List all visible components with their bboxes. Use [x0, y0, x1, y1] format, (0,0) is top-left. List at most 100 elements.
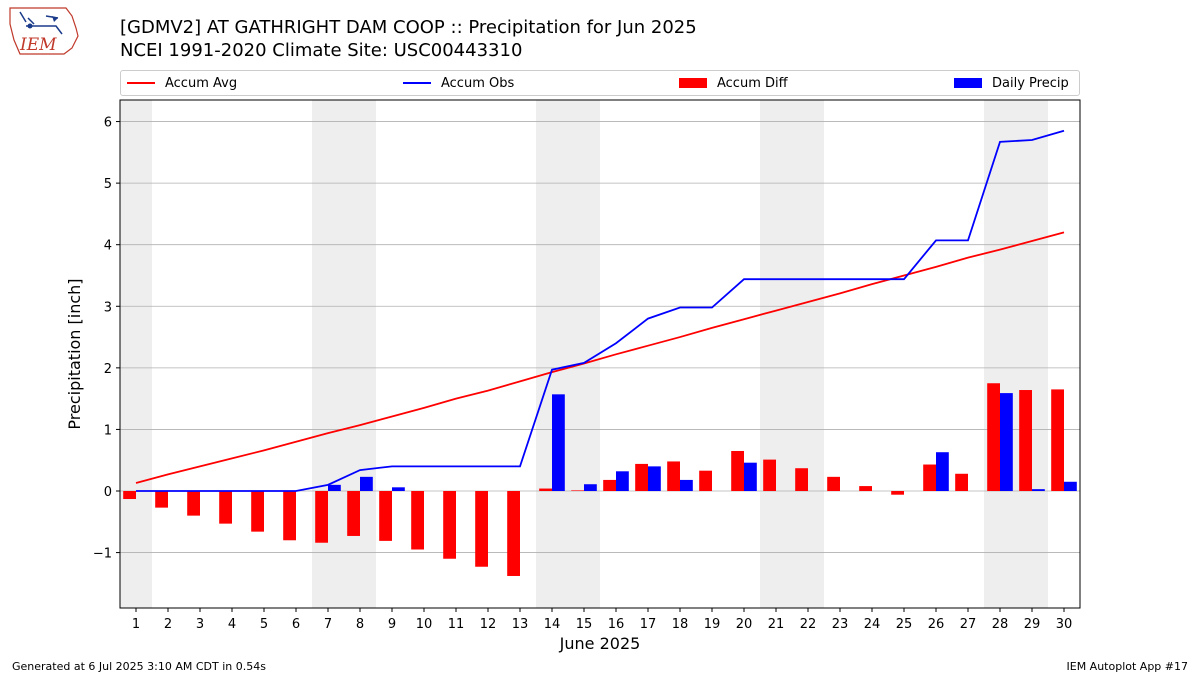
- svg-text:IEM: IEM: [19, 35, 57, 55]
- generated-timestamp: Generated at 6 Jul 2025 3:10 AM CDT in 0…: [12, 660, 266, 673]
- y-tick-label: 0: [104, 485, 112, 500]
- x-tick-label: 1: [132, 617, 140, 632]
- x-tick-label: 10: [416, 617, 433, 632]
- y-tick-label: 4: [104, 239, 112, 254]
- legend-label: Daily Precip: [992, 75, 1069, 91]
- chart-subtitle: NCEI 1991-2020 Climate Site: USC00443310: [120, 40, 523, 61]
- daily-precip-bar: [1032, 489, 1045, 492]
- x-tick-label: 2: [164, 617, 172, 632]
- x-tick-label: 5: [260, 617, 268, 632]
- daily-precip-bar: [552, 394, 565, 492]
- accum-diff-bar: [635, 463, 648, 492]
- daily-precip-bar: [648, 466, 661, 492]
- accum-diff-bar: [379, 491, 392, 541]
- accum-diff-bar: [475, 491, 488, 567]
- accum-diff-bar: [187, 491, 200, 516]
- daily-precip-bar: [680, 479, 693, 492]
- legend-item-accum-diff: Accum Diff: [679, 71, 788, 95]
- chart-title: [GDMV2] AT GATHRIGHT DAM COOP :: Precipi…: [120, 17, 697, 38]
- x-tick-label: 20: [736, 617, 753, 632]
- accum-diff-bar: [443, 491, 456, 559]
- accum-diff-bar: [795, 468, 808, 492]
- x-tick-label: 7: [324, 617, 332, 632]
- legend-swatch: [679, 78, 707, 88]
- accum-diff-bar: [667, 461, 680, 492]
- x-tick-label: 9: [388, 617, 396, 632]
- legend-item-accum-obs: Accum Obs: [403, 71, 514, 95]
- accum-diff-bar: [955, 473, 968, 492]
- accum-diff-bar: [1019, 390, 1032, 492]
- x-tick-label: 8: [356, 617, 364, 632]
- daily-precip-bar: [936, 452, 949, 492]
- accum-diff-bar: [507, 491, 520, 576]
- weekend-band: [536, 100, 600, 608]
- legend-swatch: [954, 78, 982, 88]
- accum-diff-bar: [987, 383, 1000, 492]
- x-tick-label: 4: [228, 617, 236, 632]
- x-tick-label: 30: [1056, 617, 1073, 632]
- legend-swatch: [403, 82, 431, 84]
- accum-diff-bar: [539, 488, 552, 492]
- accum-diff-bar: [315, 491, 328, 543]
- iem-logo: IEM: [6, 4, 82, 60]
- x-tick-label: 15: [576, 617, 593, 632]
- accum-diff-bar: [923, 464, 936, 492]
- x-tick-label: 22: [800, 617, 817, 632]
- chart-legend: Accum Avg Accum Obs Accum Diff Daily Pre…: [120, 70, 1080, 96]
- accum-diff-bar: [699, 470, 712, 492]
- legend-label: Accum Avg: [165, 75, 238, 91]
- x-tick-label: 29: [1024, 617, 1041, 632]
- accum-diff-bar: [571, 490, 584, 492]
- y-tick-label: 6: [104, 116, 112, 131]
- x-tick-label: 12: [480, 617, 497, 632]
- x-tick-label: 6: [292, 617, 300, 632]
- legend-item-accum-avg: Accum Avg: [127, 71, 237, 95]
- daily-precip-bar: [1064, 481, 1077, 492]
- x-tick-label: 21: [768, 617, 785, 632]
- accum-diff-bar: [155, 491, 168, 508]
- legend-label: Accum Obs: [441, 75, 515, 91]
- daily-precip-bar: [744, 462, 757, 492]
- y-tick-label: −1: [93, 547, 112, 562]
- x-tick-label: 23: [832, 617, 849, 632]
- x-axis-label: June 2025: [559, 634, 641, 653]
- x-tick-label: 26: [928, 617, 945, 632]
- x-tick-label: 24: [864, 617, 881, 632]
- accum-diff-bar: [283, 491, 296, 541]
- accum-obs-line: [136, 129, 1065, 492]
- daily-precip-bar: [328, 484, 341, 492]
- x-tick-label: 3: [196, 617, 204, 632]
- y-tick-label: 3: [104, 300, 112, 315]
- accum-diff-bar: [859, 486, 872, 492]
- x-tick-label: 25: [896, 617, 913, 632]
- accum-diff-bar: [827, 476, 840, 492]
- accum-diff-bar: [603, 479, 616, 492]
- daily-precip-bar: [584, 484, 597, 492]
- accum-diff-bar: [123, 491, 136, 500]
- daily-precip-bar: [616, 471, 629, 492]
- legend-label: Accum Diff: [717, 75, 788, 91]
- weekend-band: [760, 100, 824, 608]
- x-tick-label: 17: [640, 617, 657, 632]
- y-tick-label: 2: [104, 362, 112, 377]
- y-tick-label: 5: [104, 177, 112, 192]
- accum-diff-bar: [1051, 389, 1064, 492]
- daily-precip-bar: [392, 487, 405, 492]
- accum-diff-bar: [891, 491, 904, 495]
- legend-item-daily-precip: Daily Precip: [954, 71, 1069, 95]
- x-tick-label: 14: [544, 617, 561, 632]
- daily-precip-bar: [1000, 393, 1013, 492]
- x-tick-label: 13: [512, 617, 529, 632]
- weekend-band: [984, 100, 1048, 608]
- x-tick-label: 28: [992, 617, 1009, 632]
- legend-swatch: [127, 82, 155, 84]
- app-credit: IEM Autoplot App #17: [1066, 660, 1189, 673]
- accum-diff-bar: [411, 491, 424, 550]
- x-tick-label: 27: [960, 617, 977, 632]
- accum-diff-bar: [347, 491, 360, 536]
- accum-diff-bar: [763, 459, 776, 492]
- y-tick-label: 1: [104, 423, 112, 438]
- daily-precip-bar: [360, 476, 373, 492]
- accum-diff-bar: [251, 491, 264, 532]
